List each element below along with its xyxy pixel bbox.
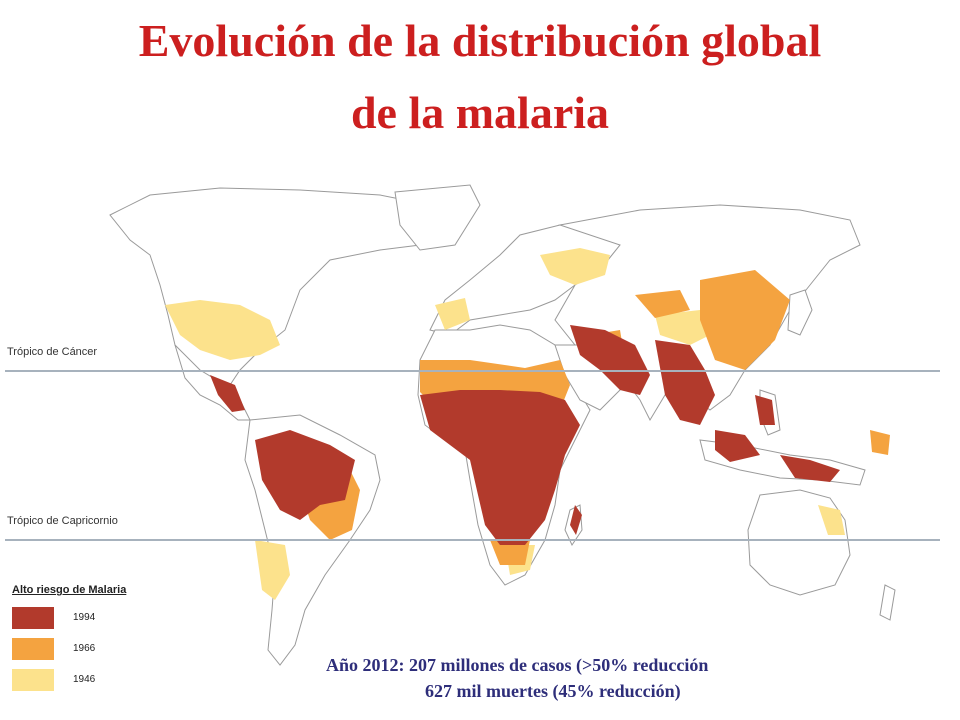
new-zealand [879, 584, 896, 621]
legend: Alto riesgo de Malaria 1994 1966 1946 [12, 584, 162, 695]
malaria-1946 [165, 248, 845, 600]
north-america [109, 187, 446, 386]
legend-year: 1966 [73, 643, 96, 654]
tropic-of-capricorn-label: Trópico de Capricornio [7, 515, 118, 527]
legend-swatch-1946 [12, 668, 54, 691]
legend-year: 1994 [73, 612, 96, 623]
legend-item-1946: 1946 [12, 664, 162, 695]
malaria-1994 [210, 325, 840, 545]
stats-line-2: 627 mil muertes (45% reducción) [425, 681, 681, 701]
australia [747, 489, 851, 596]
greenland [394, 184, 481, 251]
title-line-1: Evolución de la distribución global [138, 15, 822, 66]
title-line-2: de la malaria [350, 87, 610, 138]
stats-line-1: Año 2012: 207 millones de casos (>50% re… [326, 655, 709, 675]
world-malaria-map [5, 184, 940, 666]
statistics-text: Año 2012: 207 millones de casos (>50% re… [300, 652, 850, 704]
legend-title: Alto riesgo de Malaria [12, 584, 127, 596]
legend-item-1966: 1966 [12, 633, 162, 664]
tropic-of-cancer-label: Trópico de Cáncer [7, 346, 98, 358]
legend-swatch-1966 [12, 637, 54, 660]
legend-swatch-1994 [12, 606, 54, 629]
legend-item-1994: 1994 [12, 602, 162, 633]
legend-year: 1946 [73, 674, 96, 685]
japan [787, 289, 813, 336]
